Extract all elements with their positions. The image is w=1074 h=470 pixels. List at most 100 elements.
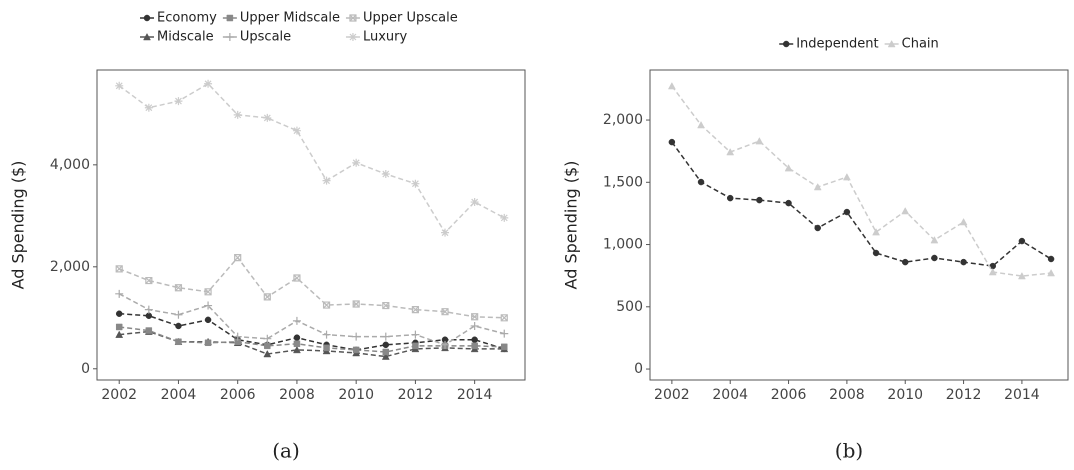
x-tick-label: 2010 bbox=[887, 387, 923, 403]
marker bbox=[233, 332, 242, 341]
marker bbox=[1018, 237, 1026, 245]
legend-marker bbox=[143, 32, 151, 41]
marker bbox=[115, 330, 124, 338]
y-tick-label: 1,000 bbox=[603, 237, 643, 253]
marker bbox=[411, 306, 420, 314]
marker bbox=[382, 348, 390, 356]
marker bbox=[352, 332, 361, 341]
marker bbox=[115, 81, 124, 90]
legend-marker bbox=[348, 33, 357, 41]
series-line bbox=[119, 326, 505, 353]
marker bbox=[234, 338, 241, 346]
legend-label: Economy bbox=[157, 11, 217, 26]
x-tick-label: 2008 bbox=[829, 387, 865, 403]
marker bbox=[441, 228, 450, 237]
marker bbox=[263, 349, 272, 358]
x-tick-label: 2002 bbox=[654, 387, 690, 403]
legend-label: Independent bbox=[796, 37, 878, 52]
marker bbox=[813, 183, 822, 191]
marker bbox=[500, 213, 509, 222]
series-line bbox=[118, 293, 505, 346]
chart: 2002 2004 2006 2008 2010 2012 2014 0 500 1,000 1,5… bbox=[562, 37, 1069, 463]
y-tick-label: 2,000 bbox=[603, 112, 643, 128]
caption: (b) bbox=[835, 439, 863, 463]
marker bbox=[174, 97, 183, 106]
marker bbox=[901, 258, 909, 266]
x-tick-label: 2014 bbox=[1004, 387, 1040, 403]
x-tick-label: 2004 bbox=[712, 387, 748, 403]
marker bbox=[501, 343, 508, 351]
marker bbox=[322, 301, 331, 309]
marker bbox=[1017, 272, 1026, 280]
y-tick-label: 0 bbox=[81, 361, 90, 377]
plot-frame bbox=[96, 69, 526, 381]
caption: (a) bbox=[272, 439, 300, 463]
marker bbox=[441, 308, 449, 316]
marker bbox=[293, 340, 301, 348]
legend-label: Upper Midscale bbox=[240, 11, 340, 26]
legend-marker bbox=[782, 40, 790, 48]
marker bbox=[174, 310, 183, 319]
marker bbox=[959, 217, 968, 226]
legend-item: Luxury bbox=[345, 30, 408, 45]
x-tick-label: 2012 bbox=[398, 387, 434, 403]
marker bbox=[263, 334, 272, 343]
marker bbox=[500, 314, 508, 322]
legend-item: Upper Upscale bbox=[345, 11, 458, 26]
legend-label: Upscale bbox=[240, 30, 291, 45]
marker bbox=[175, 322, 182, 330]
marker bbox=[441, 336, 449, 343]
marker bbox=[726, 148, 735, 156]
marker bbox=[668, 138, 676, 146]
marker bbox=[204, 339, 212, 347]
chart: 2002 2004 2006 2008 2010 2012 2014 0 2,000 4,000 A… bbox=[9, 11, 526, 463]
marker bbox=[930, 236, 939, 244]
marker bbox=[115, 289, 124, 298]
legend-label: Luxury bbox=[363, 30, 408, 45]
y-tick-label: 0 bbox=[634, 361, 643, 377]
marker bbox=[931, 254, 938, 262]
marker bbox=[1047, 269, 1055, 277]
marker bbox=[697, 178, 705, 186]
marker bbox=[352, 300, 360, 308]
marker bbox=[901, 207, 910, 215]
marker bbox=[352, 346, 360, 354]
series-line bbox=[118, 82, 505, 234]
marker bbox=[411, 330, 420, 339]
marker bbox=[471, 342, 478, 350]
legend-marker bbox=[225, 33, 234, 41]
y-tick-label: 4,000 bbox=[50, 157, 90, 173]
marker bbox=[115, 265, 123, 273]
legend-marker bbox=[143, 14, 151, 22]
marker bbox=[293, 274, 301, 282]
marker bbox=[293, 334, 301, 341]
marker bbox=[381, 170, 390, 179]
marker bbox=[322, 176, 331, 185]
series-line bbox=[671, 85, 1052, 277]
marker bbox=[960, 258, 967, 266]
legend: Economy Midscale Upper Midscale Upscale Uppe… bbox=[140, 11, 458, 45]
marker bbox=[411, 179, 420, 188]
legend-marker bbox=[887, 39, 896, 48]
x-tick-label: 2002 bbox=[101, 387, 137, 403]
y-tick-label: 500 bbox=[616, 299, 643, 315]
marker bbox=[381, 332, 390, 341]
series-line bbox=[119, 312, 505, 351]
marker bbox=[667, 82, 676, 90]
marker bbox=[756, 196, 763, 204]
marker bbox=[145, 312, 153, 319]
marker bbox=[292, 126, 301, 135]
marker bbox=[726, 194, 734, 202]
legend-item: Upscale bbox=[222, 30, 291, 45]
x-tick-label: 2014 bbox=[457, 387, 493, 403]
series-line bbox=[671, 141, 1052, 267]
marker bbox=[382, 341, 390, 348]
marker bbox=[872, 228, 880, 236]
marker bbox=[293, 345, 301, 354]
marker bbox=[204, 301, 213, 310]
marker bbox=[322, 330, 331, 339]
legend-item: Independent bbox=[779, 37, 879, 52]
marker bbox=[263, 113, 272, 122]
legend-label: Upper Upscale bbox=[363, 11, 458, 26]
